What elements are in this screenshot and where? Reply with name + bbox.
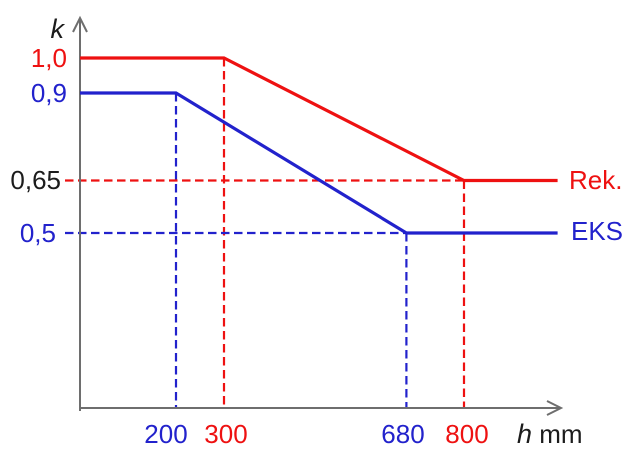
- y-axis-label: k: [51, 14, 66, 44]
- y-axis-arrow-icon: [72, 15, 88, 33]
- x-tick-label-800: 800: [445, 419, 488, 449]
- x-axis-arrow-icon: [546, 400, 564, 416]
- series-label-rek: Rek.: [569, 165, 622, 195]
- x-tick-label-680: 680: [381, 419, 424, 449]
- series-line-rek: [80, 56, 558, 183]
- series-lines: [80, 56, 558, 235]
- series-label-eks: EKS: [571, 216, 623, 246]
- axes: [72, 15, 564, 416]
- series-line-eks: [80, 91, 558, 235]
- y-tick-label-0-9: 0,9: [31, 78, 67, 108]
- chart-labels: k 1,0 0,9 0,65 0,5 200 300 680 800 h mm …: [10, 14, 623, 449]
- x-tick-label-300: 300: [204, 419, 247, 449]
- y-tick-label-0-65: 0,65: [10, 165, 61, 195]
- y-tick-label-1-0: 1,0: [31, 43, 67, 73]
- x-tick-label-200: 200: [144, 419, 187, 449]
- x-axis-label: h mm: [517, 419, 583, 449]
- y-tick-label-0-5: 0,5: [20, 218, 56, 248]
- guide-lines: [65, 58, 466, 408]
